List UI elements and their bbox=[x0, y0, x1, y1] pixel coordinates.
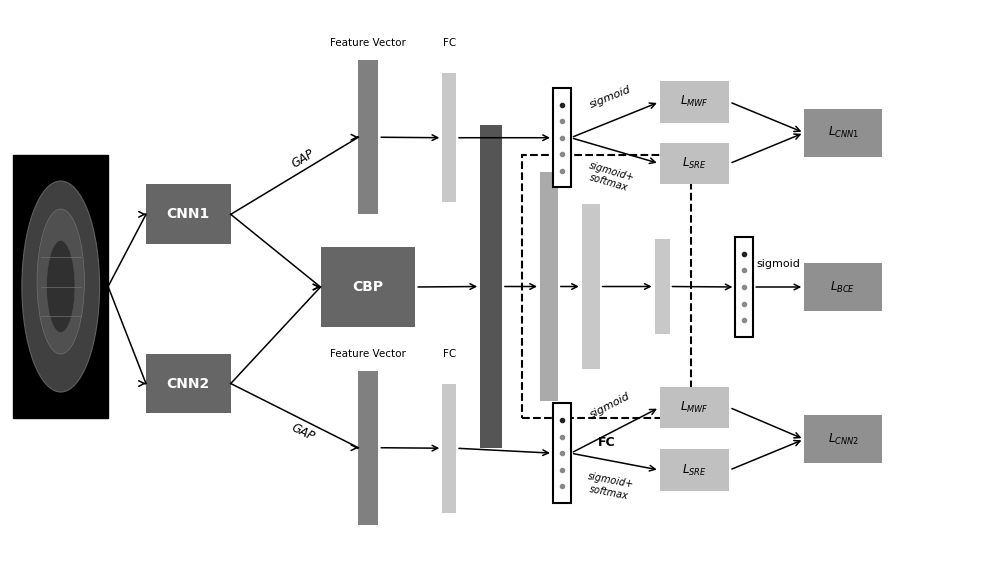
Bar bbox=[804, 416, 882, 463]
Bar bbox=[735, 237, 753, 337]
Text: GAP: GAP bbox=[289, 147, 316, 171]
Bar bbox=[522, 154, 691, 418]
Bar bbox=[553, 404, 571, 503]
Text: CNN1: CNN1 bbox=[167, 207, 210, 222]
Bar bbox=[660, 449, 729, 491]
Bar bbox=[540, 172, 558, 401]
Bar bbox=[553, 88, 571, 188]
Text: FC: FC bbox=[598, 436, 616, 449]
Text: FC: FC bbox=[443, 38, 456, 48]
Bar bbox=[321, 247, 415, 327]
Text: FC: FC bbox=[443, 348, 456, 359]
Text: GAP: GAP bbox=[289, 421, 316, 443]
Text: sigmoid+
softmax: sigmoid+ softmax bbox=[585, 161, 636, 195]
Text: $L_{MWF}$: $L_{MWF}$ bbox=[680, 400, 709, 415]
Bar bbox=[146, 184, 231, 244]
Bar bbox=[13, 154, 108, 418]
Text: CNN2: CNN2 bbox=[167, 377, 210, 390]
Text: sigmoid: sigmoid bbox=[757, 259, 801, 269]
Bar bbox=[358, 371, 378, 525]
Text: $L_{MWF}$: $L_{MWF}$ bbox=[680, 94, 709, 110]
Ellipse shape bbox=[22, 181, 100, 392]
Text: $L_{CNN1}$: $L_{CNN1}$ bbox=[828, 125, 859, 140]
Bar bbox=[655, 239, 670, 333]
Bar bbox=[480, 125, 502, 448]
Text: CBP: CBP bbox=[352, 280, 383, 294]
Text: sigmoid: sigmoid bbox=[588, 391, 632, 420]
Bar bbox=[804, 263, 882, 311]
Text: sigmoid+
softmax: sigmoid+ softmax bbox=[585, 472, 635, 502]
Ellipse shape bbox=[47, 241, 75, 333]
Text: $L_{CNN2}$: $L_{CNN2}$ bbox=[828, 432, 859, 447]
Bar bbox=[358, 60, 378, 214]
Text: Feature Vector: Feature Vector bbox=[330, 38, 406, 48]
Bar bbox=[442, 383, 456, 513]
Ellipse shape bbox=[37, 209, 84, 354]
Bar bbox=[660, 386, 729, 428]
Text: $L_{SRE}$: $L_{SRE}$ bbox=[682, 463, 707, 478]
Text: sigmoid: sigmoid bbox=[588, 84, 632, 110]
Bar bbox=[804, 109, 882, 157]
Bar bbox=[582, 204, 600, 369]
Bar bbox=[660, 143, 729, 184]
Bar bbox=[442, 73, 456, 203]
Text: Feature Vector: Feature Vector bbox=[330, 348, 406, 359]
Text: $L_{SRE}$: $L_{SRE}$ bbox=[682, 156, 707, 171]
Text: $L_{BCE}$: $L_{BCE}$ bbox=[830, 280, 856, 294]
Bar bbox=[660, 81, 729, 123]
Bar bbox=[146, 354, 231, 413]
